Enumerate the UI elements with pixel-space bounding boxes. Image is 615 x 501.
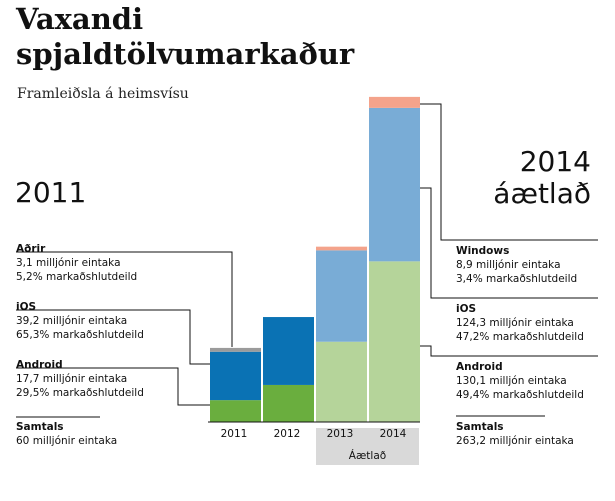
year-2011-heading: 2011 [15,176,87,209]
annotation-total-2014: Samtals 263,2 milljónir eintaka [456,420,574,448]
bar-android-2011 [210,400,261,422]
annotation-others-2011: Aðrir 3,1 milljónir eintaka 5,2% markaðs… [16,242,137,284]
annotation-units: 39,2 milljónir eintaka [16,315,128,327]
annotation-share: 65,3% markaðshlutdeild [16,329,144,341]
annotation-name: Samtals [456,421,504,433]
bar-ios-2012 [263,317,314,385]
leader-ios-2011 [16,309,210,365]
annotation-units: 263,2 milljónir eintaka [456,435,574,447]
bars-group [210,96,420,422]
forecast-label: Áætlað [348,450,387,462]
annotation-share: 49,4% markaðshlutdeild [456,389,584,401]
year-2014-heading: 2014 áætlað [493,146,591,210]
annotation-share: 47,2% markaðshlutdeild [456,331,584,343]
annotation-share: 29,5% markaðshlutdeild [16,387,144,399]
forecast-2014-label: áætlað [493,177,591,210]
annotation-ios-2011: iOS 39,2 milljónir eintaka 65,3% markaðs… [16,300,144,342]
bar-aðrir-2013 [316,246,367,251]
bar-aðrir-2011 [210,347,261,352]
x-tick-2014: 2014 [379,428,407,440]
x-tick-2013: 2013 [326,428,354,440]
annotation-units: 130,1 milljón eintaka [456,375,567,387]
annotation-name: Android [16,359,63,371]
leader-ios-2014 [420,187,598,299]
bar-android-2013 [316,341,367,422]
annotation-units: 8,9 milljónir eintaka [456,259,561,271]
bar-android-2012 [263,384,314,422]
title-line-2: spjaldtölvumarkaður [16,37,355,71]
x-tick-2011: 2011 [220,428,248,440]
annotation-name: Windows [456,245,510,257]
forecast-band [316,428,419,465]
annotation-android-2014: Android 130,1 milljón eintaka 49,4% mark… [456,360,584,402]
x-tick-2012: 2012 [273,428,301,440]
annotation-name: Android [456,361,503,373]
annotation-units: 3,1 milljónir eintaka [16,257,121,269]
annotation-units: 60 milljónir eintaka [16,435,118,447]
annotation-windows-2014: Windows 8,9 milljónir eintaka 3,4% marka… [456,244,577,286]
annotation-share: 3,4% markaðshlutdeild [456,273,578,285]
bar-android-2014 [369,261,420,422]
bar-ios-2013 [316,250,367,342]
bar-windows-2014 [369,96,420,108]
bar-ios-2014 [369,107,420,262]
annotation-total-2011: Samtals 60 milljónir eintaka [16,420,117,448]
annotation-share: 5,2% markaðshlutdeild [16,271,138,283]
title-line-1: Vaxandi [16,2,144,36]
annotation-android-2011: Android 17,7 milljónir eintaka 29,5% mar… [16,358,144,400]
leader-lines [16,103,598,418]
leader-android-2011 [16,367,210,406]
bar-ios-2011 [210,351,261,401]
leader-android-2014 [420,345,598,357]
annotation-name: Aðrir [16,243,46,255]
annotation-units: 17,7 milljónir eintaka [16,373,128,385]
leader-windows-2014 [420,103,598,241]
annotation-ios-2014: iOS 124,3 milljónir eintaka 47,2% markað… [456,302,584,344]
annotation-units: 124,3 milljónir eintaka [456,317,574,329]
annotation-name: Samtals [16,421,64,433]
annotation-name: iOS [16,301,37,313]
chart-title: Vaxandi spjaldtölvumarkaður [16,2,354,72]
chart-subtitle: Framleiðsla á heimsvísu [17,86,189,102]
annotation-name: iOS [456,303,477,315]
year-2014-label: 2014 [519,145,591,178]
leader-others-2011 [16,251,233,347]
